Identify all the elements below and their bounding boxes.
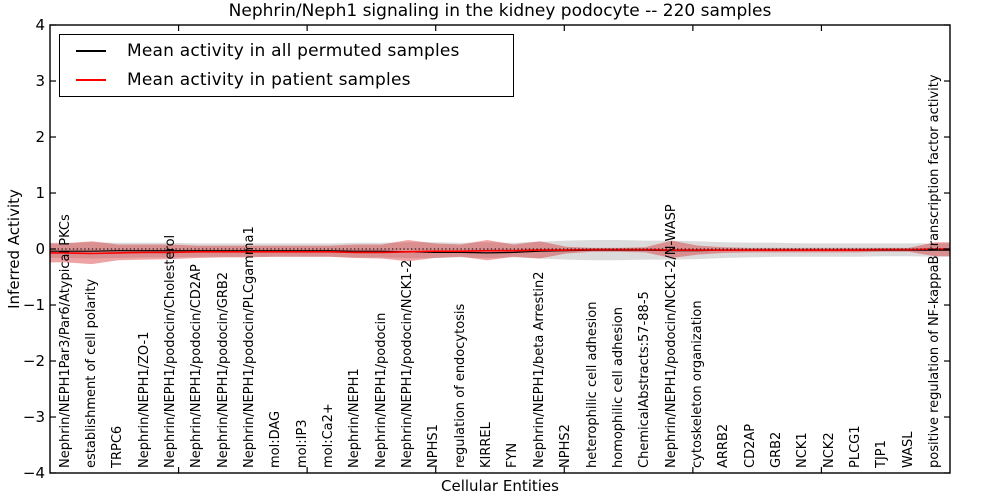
x-category-label: FYN bbox=[505, 442, 521, 468]
x-category-label: Nephrin/NEPH1/podocin/CD2AP bbox=[189, 264, 205, 468]
x-category-label: Nephrin/NEPH1/podocin/Cholesterol bbox=[162, 234, 178, 468]
x-category-label: NCK2 bbox=[821, 432, 837, 468]
y-tick-label: 2 bbox=[35, 128, 45, 146]
band bbox=[50, 240, 950, 265]
legend-label-permuted: Mean activity in all permuted samples bbox=[127, 41, 460, 61]
x-category-label: Nephrin/NEPH1/podocin/NCK1-2/N-WASP bbox=[663, 204, 679, 468]
x-category-label: homophilic cell adhesion bbox=[610, 307, 626, 468]
x-category-label: positive regulation of NF-kappaB transcr… bbox=[927, 74, 943, 468]
x-category-label: Nephrin/NEPH1/podocin/GRB2 bbox=[215, 271, 231, 468]
x-category-label: GRB2 bbox=[768, 431, 784, 468]
x-category-label: Nephrin/NEPH1/podocin bbox=[373, 312, 389, 468]
x-category-label: KIRREL bbox=[479, 422, 495, 468]
x-category-label: regulation of endocytosis bbox=[452, 303, 468, 468]
x-category-label: Nephrin/NEPH1/ZO-1 bbox=[136, 331, 152, 468]
x-category-label: TJP1 bbox=[874, 440, 890, 468]
x-category-label: mol:DAG bbox=[268, 410, 284, 468]
x-category-label: PLCG1 bbox=[848, 425, 863, 468]
y-tick-label: −2 bbox=[22, 352, 45, 370]
x-category-label: Nephrin/NEPH1/beta Arrestin2 bbox=[531, 271, 547, 469]
x-category-label: establishment of cell polarity bbox=[83, 278, 99, 468]
y-tick-label: 4 bbox=[35, 16, 45, 34]
x-category-label: Nephrin/NEPH1/podocin/PLCgamma1 bbox=[241, 226, 257, 468]
x-category-label: Nephrin/NEPH1 bbox=[347, 368, 363, 468]
x-category-label: Nephrin/NEPH1/podocin/NCK1-2 bbox=[400, 259, 416, 468]
y-tick-label: 0 bbox=[35, 240, 45, 258]
x-category-label: CD2AP bbox=[742, 423, 758, 468]
legend: Mean activity in all permuted samples Me… bbox=[59, 34, 514, 97]
y-tick-label: −3 bbox=[22, 408, 45, 426]
x-category-label: heterophilic cell adhesion bbox=[584, 301, 600, 469]
x-category-label: NPHS2 bbox=[558, 424, 574, 468]
permuted-line-swatch bbox=[76, 50, 106, 52]
x-category-label: NCK1 bbox=[795, 432, 811, 468]
y-tick-label: −4 bbox=[22, 464, 45, 482]
legend-item-permuted: Mean activity in all permuted samples bbox=[60, 40, 513, 62]
y-tick-label: 1 bbox=[35, 184, 45, 202]
y-tick-label: −1 bbox=[22, 296, 45, 314]
x-category-label: mol:IP3 bbox=[294, 419, 310, 468]
x-category-label: ChemicalAbstracts:57-88-5 bbox=[637, 291, 653, 468]
x-category-label: Nephrin/NEPH1Par3/Par6/Atypical PKCs bbox=[57, 214, 73, 468]
x-category-label: WASL bbox=[900, 431, 916, 468]
patient-mean-line bbox=[50, 248, 950, 255]
x-axis-label: Cellular Entities bbox=[441, 477, 559, 495]
x-category-label: NPHS1 bbox=[426, 424, 442, 468]
x-category-label: ARRB2 bbox=[716, 423, 732, 468]
chart-title: Nephrin/Neph1 signaling in the kidney po… bbox=[228, 1, 772, 21]
legend-label-patient: Mean activity in patient samples bbox=[127, 70, 411, 90]
y-tick-label: 3 bbox=[35, 72, 45, 90]
legend-item-patient: Mean activity in patient samples bbox=[60, 69, 513, 91]
x-category-label: TRPC6 bbox=[110, 425, 126, 468]
x-category-label: cytoskeleton organization bbox=[689, 300, 705, 468]
x-category-label: mol:Ca2+ bbox=[321, 403, 336, 468]
patient-line-swatch bbox=[76, 79, 106, 81]
